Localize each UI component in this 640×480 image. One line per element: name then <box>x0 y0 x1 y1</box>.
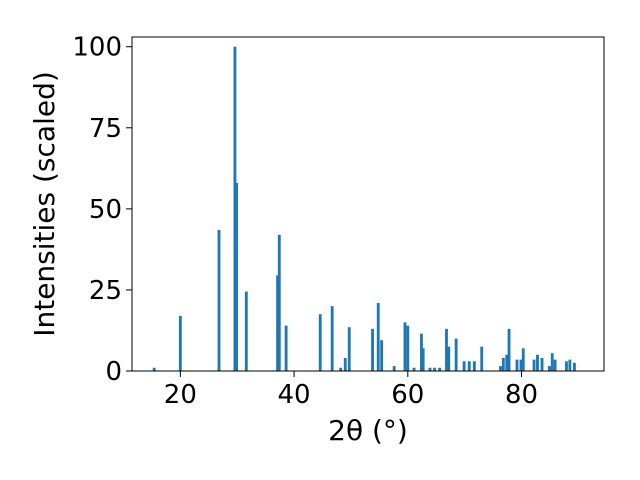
bar <box>406 325 410 371</box>
bar <box>421 348 425 371</box>
bar <box>565 361 568 371</box>
bar <box>318 314 322 371</box>
bar <box>347 327 351 371</box>
bar <box>550 353 554 371</box>
bar <box>343 358 347 371</box>
x-axis: 20 40 60 80 <box>164 371 538 410</box>
y-tick-label: 75 <box>89 114 122 144</box>
bar <box>433 367 436 371</box>
bar <box>553 359 557 371</box>
bar <box>376 302 380 371</box>
plot-frame <box>131 36 605 372</box>
bar <box>277 234 281 371</box>
bar <box>507 328 511 371</box>
bar <box>521 348 525 371</box>
bar <box>380 340 384 371</box>
bar <box>480 346 484 371</box>
bar <box>573 362 576 371</box>
bar <box>339 367 343 371</box>
bar <box>547 366 551 371</box>
bar <box>392 366 396 371</box>
x-tick-label: 20 <box>164 380 197 410</box>
bar <box>536 354 539 371</box>
bar <box>501 358 505 371</box>
y-axis-label: Intensities (scaled) <box>28 71 61 337</box>
bar <box>519 359 523 371</box>
bar <box>217 229 221 371</box>
bar <box>462 361 466 371</box>
bar <box>152 367 156 371</box>
bar <box>445 328 448 371</box>
bar <box>454 338 458 371</box>
bar <box>178 315 182 371</box>
bar-series <box>152 46 576 372</box>
x-tick-label: 80 <box>505 380 538 410</box>
y-tick-label: 50 <box>89 195 122 225</box>
bar <box>515 359 519 371</box>
bar <box>428 367 432 371</box>
bar <box>412 367 416 371</box>
bar <box>330 306 334 371</box>
bar <box>467 361 471 371</box>
bar <box>532 359 536 371</box>
bar <box>284 325 288 371</box>
y-tick-label: 0 <box>105 357 122 387</box>
bar <box>420 333 423 371</box>
bar <box>472 361 476 371</box>
bar <box>235 182 239 371</box>
y-axis: 0 25 50 75 100 <box>72 33 132 387</box>
bar <box>276 275 280 371</box>
bar <box>540 358 544 371</box>
x-axis-label: 2θ (°) <box>328 414 408 447</box>
bar <box>568 359 572 371</box>
bar <box>499 366 502 371</box>
y-tick-label: 25 <box>89 276 122 306</box>
bar <box>244 291 248 371</box>
y-tick-label: 100 <box>72 33 122 63</box>
bar <box>505 354 509 371</box>
x-tick-label: 40 <box>278 380 311 410</box>
bar <box>233 46 237 372</box>
bar <box>447 346 451 371</box>
x-tick-label: 60 <box>391 380 424 410</box>
bar <box>438 367 442 371</box>
bar <box>403 322 407 371</box>
bar <box>371 328 374 371</box>
